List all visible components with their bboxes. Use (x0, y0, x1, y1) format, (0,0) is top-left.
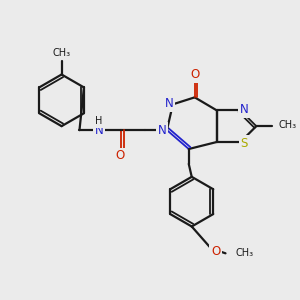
Text: N: N (164, 97, 173, 110)
Text: CH₃: CH₃ (52, 48, 71, 58)
Text: S: S (241, 136, 248, 149)
Text: O: O (190, 68, 199, 81)
Text: N: N (95, 124, 104, 136)
Text: O: O (211, 245, 220, 258)
Text: N: N (158, 124, 166, 136)
Text: CH₃: CH₃ (278, 120, 296, 130)
Text: N: N (240, 103, 249, 116)
Text: H: H (95, 116, 102, 126)
Text: CH₃: CH₃ (236, 248, 253, 258)
Text: O: O (116, 149, 125, 163)
